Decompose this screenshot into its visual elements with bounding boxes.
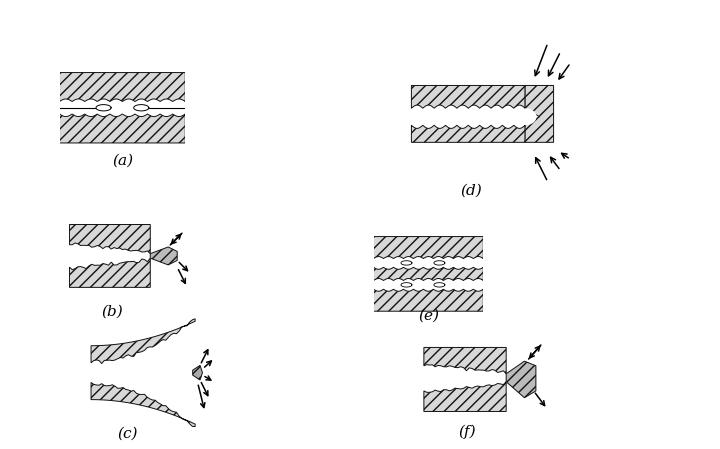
Polygon shape xyxy=(525,85,554,142)
Polygon shape xyxy=(374,237,483,259)
Polygon shape xyxy=(434,283,445,287)
Polygon shape xyxy=(193,365,202,380)
Polygon shape xyxy=(134,105,149,111)
Text: (f): (f) xyxy=(459,425,476,439)
Polygon shape xyxy=(91,319,195,364)
Polygon shape xyxy=(434,261,445,265)
Polygon shape xyxy=(424,382,506,411)
Polygon shape xyxy=(424,348,506,374)
Text: (a): (a) xyxy=(112,154,133,167)
Polygon shape xyxy=(407,261,439,265)
Polygon shape xyxy=(69,258,150,287)
Polygon shape xyxy=(69,224,150,254)
Polygon shape xyxy=(96,105,111,111)
Text: (d): (d) xyxy=(460,184,482,198)
Polygon shape xyxy=(60,114,185,143)
Text: (c): (c) xyxy=(117,427,138,441)
Polygon shape xyxy=(411,125,525,142)
Text: (b): (b) xyxy=(102,305,123,319)
Polygon shape xyxy=(411,85,525,108)
Polygon shape xyxy=(506,361,536,398)
Polygon shape xyxy=(104,106,141,109)
Polygon shape xyxy=(407,283,439,287)
Polygon shape xyxy=(150,247,177,265)
Polygon shape xyxy=(401,283,412,287)
Polygon shape xyxy=(374,289,483,311)
Text: (e): (e) xyxy=(418,308,439,322)
Polygon shape xyxy=(401,261,412,265)
Polygon shape xyxy=(374,267,483,281)
Polygon shape xyxy=(525,108,536,125)
Polygon shape xyxy=(60,73,185,101)
Polygon shape xyxy=(91,383,195,427)
